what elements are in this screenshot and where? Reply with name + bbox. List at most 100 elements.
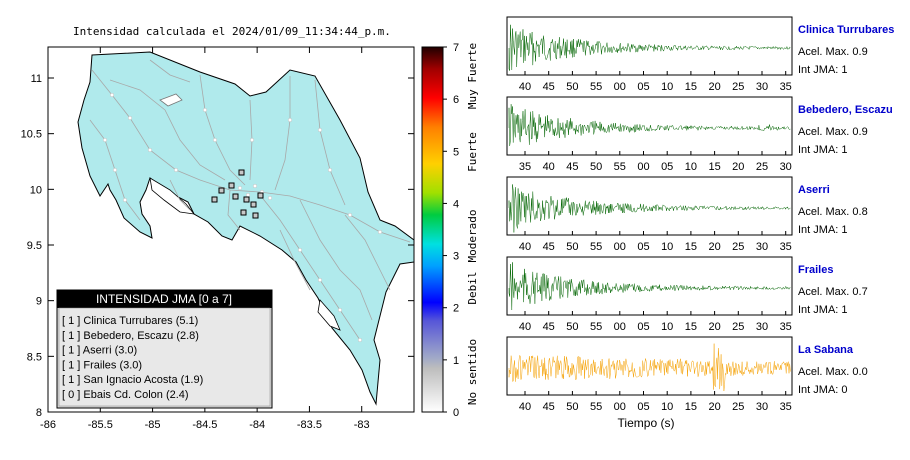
waveform-tick-label: 20 [708,321,720,333]
waveform-tick-label: 50 [566,241,578,253]
waveform-tick-label: 55 [590,321,602,333]
waveform-tick-label: 10 [661,401,673,413]
waveform-tick-label: 00 [614,241,626,253]
waveform-panels: 40 45 50 55 00 05 10 15 20 25 30 35 Clinica Turrubar… [506,16,894,413]
waveform-tick-label: 45 [543,81,555,93]
waveform-tick-label: 45 [543,241,555,253]
station-name: Frailes [798,264,833,276]
legend-header [57,290,272,308]
waveform-trace [508,104,791,147]
waveform-tick-label: 55 [590,241,602,253]
waveform-tick-label: 40 [519,321,531,333]
map-x-tick-label: -86 [40,419,56,431]
waveform-tick-label: 45 [543,401,555,413]
waveform-tick-label: 00 [614,81,626,93]
station-acel-max: Acel. Max. 0.0 [798,366,868,378]
waveform-tick-label: 50 [566,81,578,93]
waveform-tick-label: 05 [637,401,649,413]
waveform-trace [508,24,791,71]
waveform-tick-label: 20 [708,241,720,253]
legend-item: [ 0 ] Ebais Cd. Colon (2.4) [62,389,189,401]
legend-item: [ 1 ] Bebedero, Escazu (2.8) [62,330,199,342]
waveform-tick-label: 50 [590,161,602,173]
waveform-panel: 35 40 45 50 55 00 05 10 15 20 25 30 Bebedero, Escazu… [506,96,893,173]
colorbar-tick-label: 3 [453,251,459,263]
colorbar-tick-label: 1 [453,355,459,367]
colorbar-level-label: Fuerte [466,132,479,172]
waveform-tick-label: 40 [519,401,531,413]
waveform-tick-label: 25 [732,321,744,333]
waveform-tick-label: 30 [756,321,768,333]
station-int-jma: Int JMA: 0 [798,384,848,396]
waveform-tick-label: 00 [614,321,626,333]
colorbar-tick-label: 0 [453,407,459,419]
waveform-tick-label: 05 [637,321,649,333]
waveform-tick-label: 00 [614,401,626,413]
legend-item: [ 1 ] Clinica Turrubares (5.1) [62,315,198,327]
map-y-tick-label: 10 [30,184,42,196]
waveform-frame [506,96,793,156]
town-markers [102,92,383,343]
waveform-tick-label: 10 [661,321,673,333]
waveform-tick-label: 05 [661,161,673,173]
colorbar-tick-label: 7 [453,42,459,54]
colorbar-level-label: No sentido [466,339,479,405]
map-x-tick-label: -84.5 [192,419,217,431]
waveform-tick-label: 25 [732,241,744,253]
waveform-tick-label: 15 [685,401,697,413]
waveform-tick-label: 30 [756,401,768,413]
legend-body [58,307,271,407]
waveform-tick-label: 35 [780,81,792,93]
waveform-tick-label: 35 [519,161,531,173]
waveform-tick-label: 15 [685,241,697,253]
waveform-panel: 40 45 50 55 00 05 10 15 20 25 30 35 Clinica Turrubar… [506,16,894,93]
intensity-legend: INTENSIDAD JMA [0 a 7] [ 1 ] Clinica Tur… [56,289,273,409]
station-acel-max: Acel. Max. 0.9 [798,46,868,58]
map-y-tick-label: 8.5 [27,351,42,363]
waveform-tick-label: 30 [756,241,768,253]
waveform-trace [508,343,791,392]
waveform-tick-label: 40 [543,161,555,173]
waveform-tick-label: 25 [732,401,744,413]
station-int-jma: Int JMA: 1 [798,304,848,316]
waveform-tick-label: 15 [708,161,720,173]
waveform-tick-label: 55 [590,81,602,93]
waveform-tick-label: 25 [756,161,768,173]
map-x-tick-label: -85 [145,419,161,431]
station-acel-max: Acel. Max. 0.8 [798,206,868,218]
waveform-tick-label: 15 [685,321,697,333]
legend-item: [ 1 ] Frailes (3.0) [62,359,142,371]
waveform-tick-label: 50 [566,401,578,413]
map-x-axis: -86 -85.5 -85 -84.5 -84 -83.5 -83 [40,47,370,431]
waveform-tick-label: 00 [637,161,649,173]
waveform-tick-label: 25 [732,81,744,93]
map-x-tick-label: -85.5 [88,419,113,431]
colorbar: 7 6 5 4 3 2 1 0 Muy Fuerte Fuerte Moderado Debil No… [421,42,479,419]
waveform-tick-label: 20 [708,81,720,93]
golfo-dulce [317,299,341,331]
waveform-panel: 40 45 50 55 00 05 10 15 20 25 30 35 Aserri Acel. Max.… [506,176,868,253]
waveform-tick-label: 45 [566,161,578,173]
map-x-tick-label: -83 [354,419,370,431]
map-y-tick-label: 9 [36,296,42,308]
waveform-tick-label: 55 [614,161,626,173]
colorbar-level-label: Debil [466,271,479,304]
waveform-tick-label: 20 [708,401,720,413]
map-x-tick-label: -83.5 [297,419,322,431]
waveform-tick-label: 40 [519,81,531,93]
waveform-tick-label: 15 [685,81,697,93]
station-acel-max: Acel. Max. 0.9 [798,126,868,138]
legend-item: [ 1 ] San Ignacio Acosta (1.9) [62,374,203,386]
map-y-tick-label: 9.5 [27,240,42,252]
waveform-panel: 40 45 50 55 00 05 10 15 20 25 30 35 La Sabana Acel. M… [506,336,868,413]
colorbar-tick-label: 4 [453,198,459,210]
map-y-tick-label: 10.5 [21,129,42,141]
waveform-tick-label: 35 [780,401,792,413]
waveform-tick-label: 10 [685,161,697,173]
station-int-jma: Int JMA: 1 [798,64,848,76]
station-markers [211,169,264,219]
waveform-tick-label: 45 [543,321,555,333]
colorbar-tick-label: 6 [453,94,459,106]
colorbar-level-label: Moderado [466,210,479,263]
